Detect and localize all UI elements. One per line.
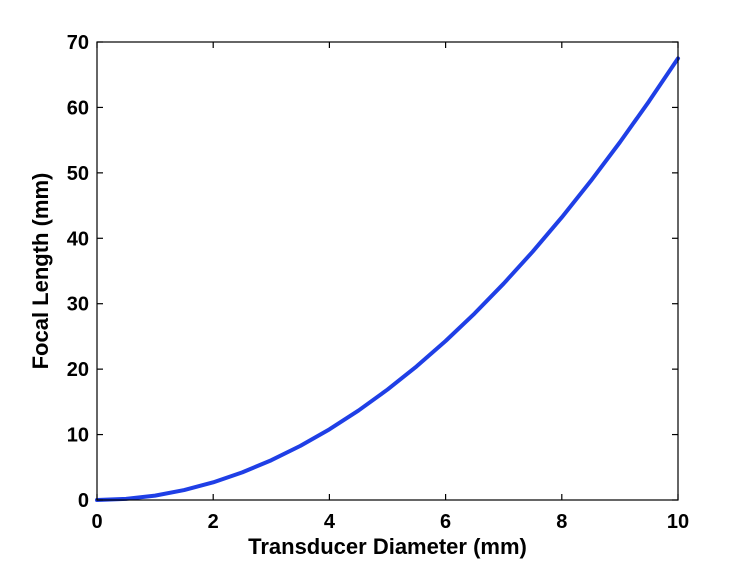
y-tick-label: 10 (67, 425, 89, 447)
axes: 0 2 4 6 8 10 0 10 20 30 40 50 60 70 (67, 32, 689, 533)
y-tick-label: 50 (67, 163, 89, 185)
x-tick-label: 6 (440, 511, 451, 533)
x-tick-label: 8 (556, 511, 567, 533)
x-tick-label: 2 (208, 511, 219, 533)
x-axis-title: Transducer Diameter (mm) (248, 534, 527, 559)
y-tick-label: 30 (67, 294, 89, 316)
x-tick-label: 4 (324, 511, 336, 533)
y-tick-label: 60 (67, 97, 89, 119)
y-tick-label: 70 (67, 32, 89, 54)
axes-frame (96, 41, 679, 501)
y-axis-title: Focal Length (mm) (28, 173, 53, 370)
y-tick-label: 20 (67, 359, 89, 381)
x-tick-label: 0 (91, 511, 102, 533)
series-line-1 (95, 56, 680, 502)
x-tick-label: 10 (667, 511, 689, 533)
y-tick-label: 40 (67, 228, 89, 250)
y-tick-label: 0 (78, 490, 89, 512)
plot-area (95, 56, 680, 502)
